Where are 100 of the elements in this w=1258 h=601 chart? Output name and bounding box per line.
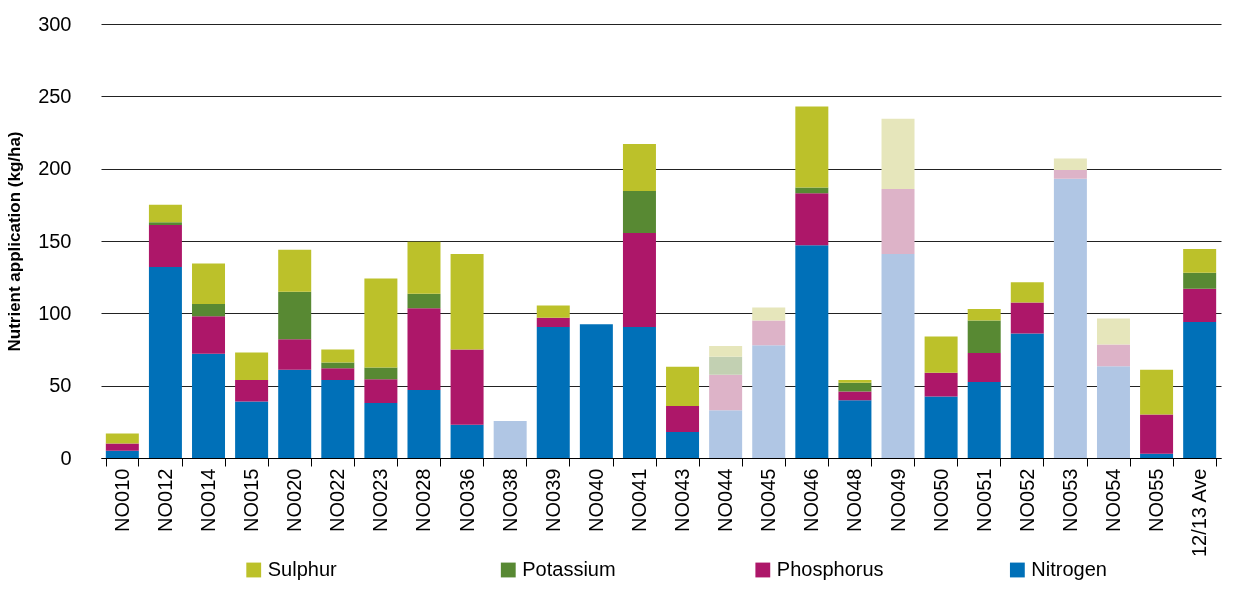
bar [1053, 158, 1087, 171]
bar [278, 249, 312, 292]
bar [364, 379, 398, 404]
y-tick-label: 50 [49, 374, 72, 397]
x-tick-label: NO041 [627, 468, 650, 532]
bar [881, 188, 915, 255]
x-tick-label: NO053 [1058, 468, 1081, 532]
legend-label: Phosphorus [776, 558, 884, 580]
bar [881, 118, 915, 189]
bar [1010, 282, 1044, 303]
bar [192, 303, 226, 317]
bar [192, 263, 226, 304]
x-tick-label: NO038 [498, 468, 521, 532]
bar [407, 293, 441, 309]
bar [536, 327, 570, 458]
x-tick-label: NO050 [929, 468, 952, 532]
bar [924, 396, 958, 458]
bar [838, 382, 872, 392]
bar [1096, 318, 1130, 345]
x-tick-label: NO028 [412, 468, 435, 532]
bar [709, 410, 743, 458]
bar [838, 391, 872, 401]
bar [881, 254, 915, 458]
y-axis-title: Nutrient application (kg/ha) [5, 131, 25, 352]
bar [148, 204, 182, 223]
bar [967, 308, 1001, 321]
bar [924, 372, 958, 397]
bar [1010, 302, 1044, 334]
bar [148, 225, 182, 268]
bar [709, 345, 743, 357]
bar [666, 431, 700, 458]
bar [407, 241, 441, 294]
bar [1183, 288, 1217, 323]
bar [1183, 272, 1217, 289]
bar [364, 403, 398, 458]
x-tick-label: NO043 [671, 468, 694, 532]
bar [235, 401, 269, 458]
bar [709, 356, 743, 375]
x-tick-label: NO010 [110, 468, 133, 532]
bar [105, 443, 139, 451]
bar [105, 450, 139, 458]
x-tick-label: NO012 [153, 468, 176, 532]
bar [278, 369, 312, 458]
bar [838, 400, 872, 458]
bar [924, 336, 958, 373]
bar [795, 193, 829, 246]
bar [450, 424, 484, 458]
y-tick-label: 100 [38, 301, 72, 324]
x-tick-label: NO045 [757, 468, 780, 532]
legend-label: Nitrogen [1031, 558, 1107, 580]
x-tick-label: NO048 [843, 468, 866, 532]
x-tick-label: NO039 [541, 468, 564, 532]
bar [493, 421, 527, 458]
bar [752, 320, 786, 346]
bar [1140, 414, 1174, 454]
y-tick-label: 200 [38, 157, 72, 180]
x-tick-label: NO046 [800, 468, 823, 532]
legend-label: Potassium [522, 558, 616, 580]
x-tick-label: NO044 [714, 468, 737, 532]
bar [666, 405, 700, 432]
bar [1053, 178, 1087, 458]
bar [450, 254, 484, 350]
bar [795, 187, 829, 194]
bar [1183, 248, 1217, 273]
x-tick-label: NO020 [283, 468, 306, 532]
bar [622, 191, 656, 234]
bar [1096, 344, 1130, 367]
bar [364, 367, 398, 380]
bar [192, 316, 226, 354]
bar [622, 144, 656, 192]
x-tick-label: NO036 [455, 468, 478, 532]
y-tick-label: 250 [38, 84, 72, 107]
y-tick-label: 150 [38, 229, 72, 252]
bar [148, 222, 182, 226]
bar [536, 317, 570, 328]
x-tick-label: NO023 [369, 468, 392, 532]
bar [450, 349, 484, 425]
bar [622, 327, 656, 458]
x-tick-label: NO014 [197, 468, 220, 532]
x-tick-label: NO022 [326, 468, 349, 532]
bar [192, 353, 226, 458]
bar [407, 308, 441, 391]
x-tick-label: NO051 [972, 468, 995, 532]
bar [752, 307, 786, 321]
bar [967, 353, 1001, 383]
y-tick-label: 300 [38, 12, 72, 35]
bar [148, 267, 182, 458]
bar [536, 305, 570, 318]
bar [1140, 369, 1174, 415]
bar [838, 379, 872, 383]
bar [622, 233, 656, 328]
bar [1096, 366, 1130, 458]
bar [235, 379, 269, 402]
y-tick-label: 0 [60, 446, 72, 469]
bar [1010, 333, 1044, 458]
bar [1183, 322, 1217, 458]
bar [278, 291, 312, 340]
bar [967, 320, 1001, 354]
bar [364, 278, 398, 368]
x-tick-label: NO040 [584, 468, 607, 532]
